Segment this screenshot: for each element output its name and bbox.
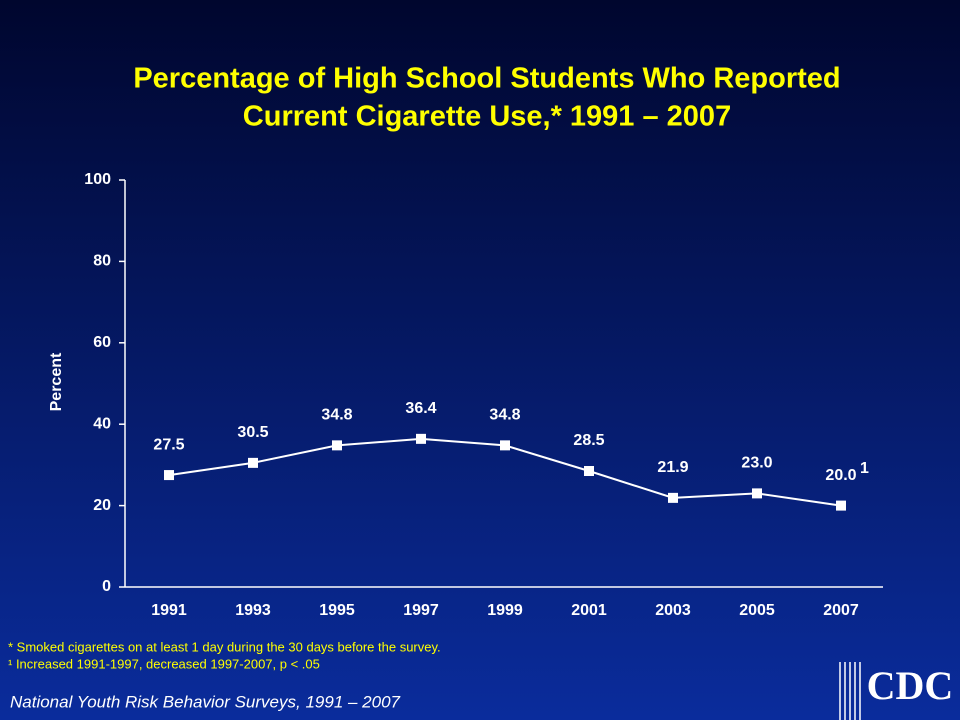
- marker: [164, 470, 174, 481]
- marker: [752, 488, 762, 499]
- marker: [248, 457, 258, 468]
- marker: [332, 440, 342, 451]
- data-label: 30.5: [237, 424, 268, 441]
- data-label: 34.8: [321, 407, 352, 424]
- x-tick-label: 1999: [487, 602, 523, 619]
- x-tick-label: 1997: [403, 602, 439, 619]
- data-label: 23.0: [741, 455, 772, 472]
- x-tick-label: 2001: [571, 602, 607, 619]
- y-tick-label: 40: [93, 415, 111, 432]
- footnote: * Smoked cigarettes on at least 1 day du…: [8, 639, 441, 654]
- x-tick-label: 1993: [235, 602, 271, 619]
- marker: [416, 433, 426, 444]
- data-label: 21.9: [657, 459, 688, 476]
- x-tick-label: 2005: [739, 602, 775, 619]
- data-label: 20.0: [825, 467, 856, 484]
- y-tick-label: 0: [102, 578, 111, 595]
- data-label-footnote: 1: [860, 460, 869, 477]
- y-tick-label: 80: [93, 253, 111, 270]
- marker: [836, 500, 846, 511]
- x-tick-label: 2007: [823, 602, 859, 619]
- marker: [584, 466, 594, 477]
- x-tick-label: 2003: [655, 602, 691, 619]
- x-tick-label: 1991: [151, 602, 187, 619]
- data-label: 27.5: [153, 436, 184, 453]
- marker: [668, 492, 678, 503]
- marker: [500, 440, 510, 451]
- chart-title: Current Cigarette Use,* 1991 – 2007: [243, 101, 731, 133]
- y-axis-label: Percent: [48, 352, 65, 411]
- logo-stripes: [839, 662, 861, 720]
- y-tick-label: 60: [93, 334, 111, 351]
- y-tick-label: 100: [84, 171, 111, 188]
- x-tick-label: 1995: [319, 602, 355, 619]
- chart-title: Percentage of High School Students Who R…: [133, 63, 840, 95]
- data-label: 34.8: [489, 407, 520, 424]
- source: National Youth Risk Behavior Surveys, 19…: [10, 692, 401, 711]
- y-tick-label: 20: [93, 497, 111, 514]
- logo: CDC: [839, 662, 954, 720]
- footnote: ¹ Increased 1991-1997, decreased 1997-20…: [8, 656, 320, 671]
- data-label: 36.4: [405, 400, 436, 417]
- logo-text: CDC: [867, 663, 954, 708]
- data-label: 28.5: [573, 432, 604, 449]
